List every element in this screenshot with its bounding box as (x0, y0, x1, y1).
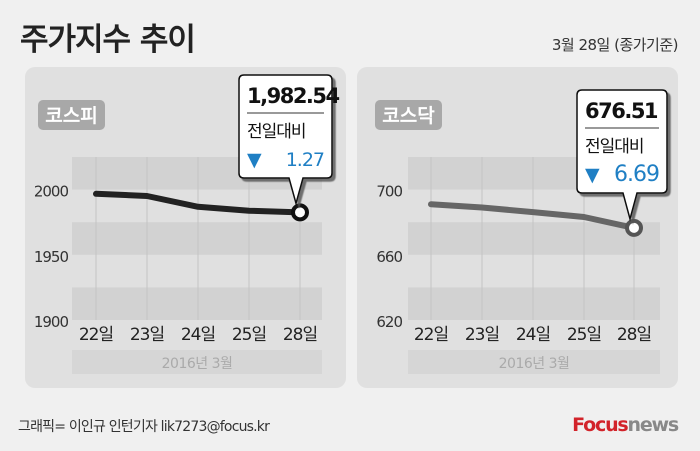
x-tick-label: 28일 (617, 325, 651, 345)
last-data-point (625, 218, 643, 237)
x-tick-label: 22일 (414, 325, 448, 345)
grid-band (72, 287, 322, 320)
y-tick-label: 2000 (34, 183, 69, 201)
logo-focus-text: Focus (572, 414, 629, 436)
x-tick-label: 22일 (79, 325, 113, 345)
x-axis-title-band (408, 350, 660, 374)
callout-change: 6.69 (614, 162, 659, 187)
grid-band (72, 222, 322, 255)
grid-band (408, 287, 660, 320)
index-label: 코스닥 (382, 105, 435, 127)
callout-box (576, 89, 668, 222)
callout-label: 전일대비 (585, 137, 644, 157)
y-tick-label: 660 (376, 248, 402, 266)
y-tick-label: 1950 (34, 248, 69, 266)
credit-text: 그래픽= 이인규 인턴기자 lik7273@focus.kr (18, 419, 270, 435)
chart-kosdaq: 코스닥 620 660 700 22일 23일 24일 25일 28일 2016년 3월 676.5… (357, 67, 678, 388)
grid-band (408, 222, 660, 255)
x-tick-label: 23일 (130, 325, 164, 345)
date-label: 3월 28일 (종가기준) (551, 36, 679, 54)
x-tick-label: 28일 (283, 325, 317, 345)
callout-box (238, 74, 333, 207)
index-label-box (375, 100, 442, 130)
y-tick-label: 620 (376, 313, 402, 331)
x-axis-title: 2016년 3월 (162, 356, 233, 372)
callout-label: 전일대비 (247, 122, 306, 142)
y-tick-label: 1900 (34, 313, 69, 331)
callout-change: 1.27 (286, 149, 324, 171)
x-tick-label: 25일 (232, 325, 266, 345)
logo-news-text: news (627, 414, 680, 436)
callout-value: 676.51 (585, 99, 658, 123)
y-tick-label: 700 (376, 183, 402, 201)
chart-kospi: 코스피 1900 1950 2000 22일 23일 24일 25일 28일 2016년 3월 1,… (25, 67, 346, 388)
callout-value: 1,982.54 (247, 84, 340, 108)
page-title: 주가지수 추이 (20, 22, 196, 58)
last-data-point (291, 203, 309, 222)
x-tick-label: 24일 (181, 325, 215, 345)
index-label: 코스피 (45, 105, 97, 127)
x-axis-title-band (72, 350, 322, 374)
focus-news-logo: Focusnews (572, 414, 680, 436)
down-arrow-icon: ▼ (585, 164, 600, 186)
x-tick-label: 24일 (516, 325, 550, 345)
x-axis-title: 2016년 3월 (499, 356, 570, 372)
x-tick-label: 23일 (465, 325, 499, 345)
index-label-box (38, 100, 105, 130)
x-tick-label: 25일 (567, 325, 601, 345)
down-arrow-icon: ▼ (247, 149, 262, 171)
